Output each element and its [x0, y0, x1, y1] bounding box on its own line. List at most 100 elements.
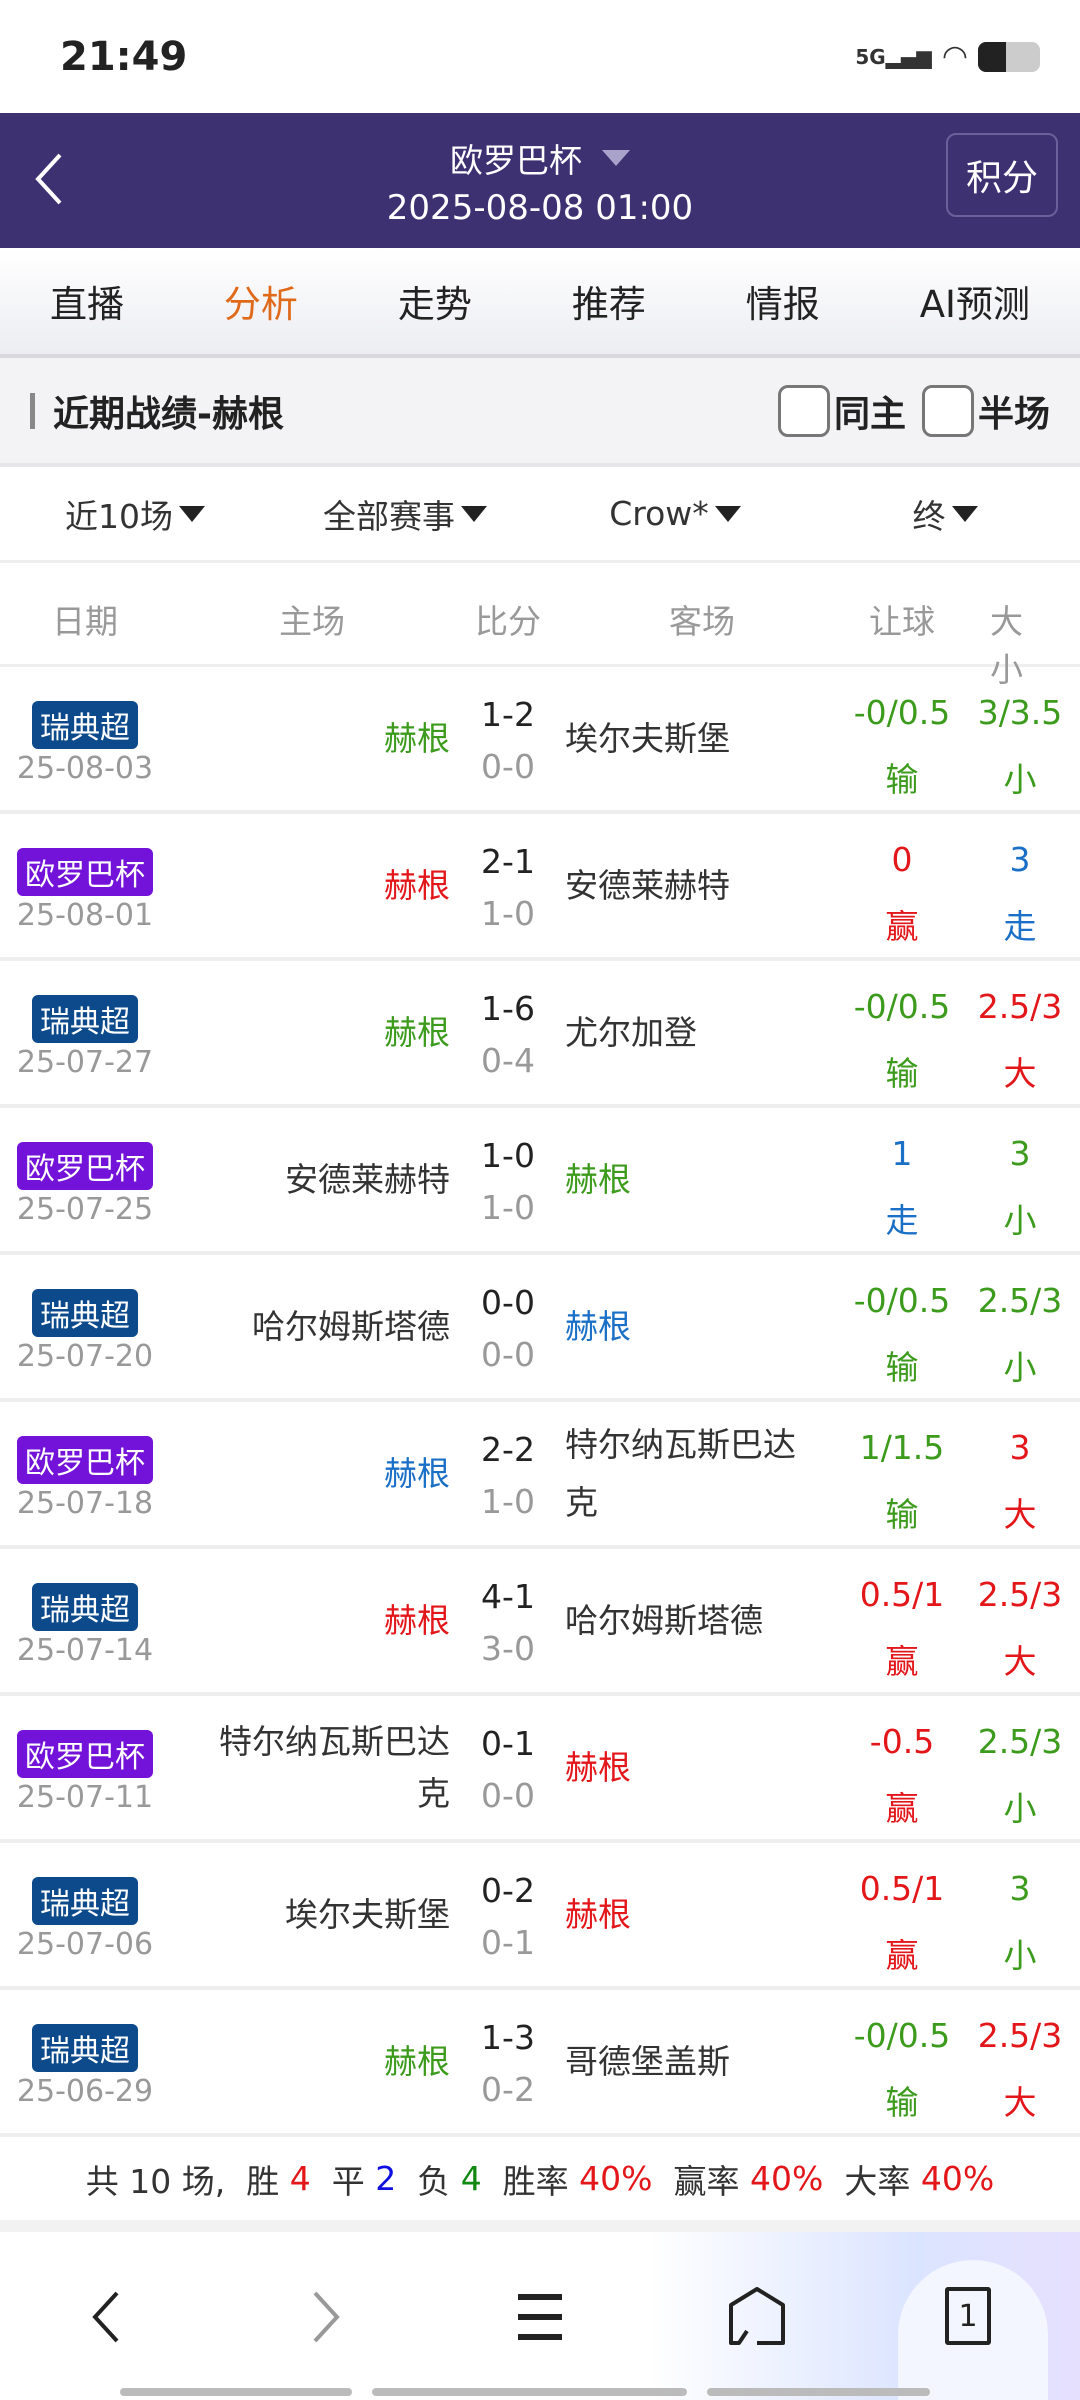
- filter-dropdown[interactable]: 近10场: [0, 490, 270, 538]
- table-row[interactable]: 瑞典超 25-07-27 赫根 1-6 0-4 尤尔加登 -0/0.5 输 2.5/3 大: [0, 961, 1080, 1108]
- away-team[interactable]: 哈尔姆斯塔德: [565, 1600, 763, 1640]
- handicap-line: -0/0.5: [853, 2016, 951, 2055]
- summary-text: 大率: [823, 2161, 921, 2201]
- filter-label: 终: [912, 496, 946, 536]
- scroll-indicator: [120, 2388, 352, 2396]
- league-badge: 瑞典超: [32, 1289, 138, 1337]
- match-date: 25-07-20: [16, 1339, 154, 1374]
- dropdown-icon: [602, 149, 630, 166]
- away-team[interactable]: 特尔纳瓦斯巴达克: [565, 1424, 796, 1522]
- away-team[interactable]: 哥德堡盖斯: [565, 2041, 730, 2081]
- table-row[interactable]: 欧罗巴杯 25-07-11 特尔纳瓦斯巴达克 0-1 0-0 赫根 -0.5 赢 2.5/3 小: [0, 1696, 1080, 1843]
- half-time-checkbox[interactable]: 半场: [921, 384, 1050, 437]
- tab-bar: 直播 分析 走势 推荐 情报 AI预测: [0, 248, 1080, 358]
- ou-line: 3: [1009, 1869, 1031, 1908]
- scroll-indicator: [372, 2388, 687, 2396]
- home-team[interactable]: 赫根: [384, 2041, 450, 2081]
- home-team[interactable]: 赫根: [384, 1600, 450, 1640]
- match-date: 25-06-29: [16, 2074, 154, 2109]
- home-team[interactable]: 赫根: [384, 1012, 450, 1052]
- home-team[interactable]: 赫根: [384, 865, 450, 905]
- back-icon[interactable]: [30, 151, 70, 207]
- league-selector[interactable]: 欧罗巴杯: [450, 134, 630, 182]
- ou-result: 小: [1003, 1201, 1037, 1240]
- summary-text: 胜率: [481, 2161, 580, 2201]
- handicap-result: 赢: [885, 1642, 919, 1681]
- table-row[interactable]: 欧罗巴杯 25-08-01 赫根 2-1 1-0 安德莱赫特 0 赢 3 走: [0, 814, 1080, 961]
- summary-text: 共 10 场,: [85, 2161, 247, 2201]
- away-team[interactable]: 赫根: [565, 1894, 631, 1934]
- table-row[interactable]: 欧罗巴杯 25-07-18 赫根 2-2 1-0 特尔纳瓦斯巴达克 1/1.5 输 3 大: [0, 1402, 1080, 1549]
- home-team[interactable]: 特尔纳瓦斯巴达克: [219, 1721, 450, 1813]
- away-team[interactable]: 安德莱赫特: [565, 865, 730, 905]
- table-header: 日期 主场 比分 客场 让球 大小: [0, 563, 1080, 689]
- table-row[interactable]: 欧罗巴杯 25-07-25 安德莱赫特 1-0 1-0 赫根 1 走 3 小: [0, 1108, 1080, 1255]
- away-team[interactable]: 赫根: [565, 1747, 631, 1787]
- summary-text: 40%: [920, 2159, 995, 2198]
- handicap-line: -0/0.5: [853, 693, 951, 732]
- menu-icon[interactable]: [510, 2287, 570, 2347]
- tab-2[interactable]: 走势: [397, 283, 472, 326]
- back-icon[interactable]: [75, 2287, 135, 2347]
- half-time-score: 0-0: [481, 1776, 535, 1815]
- table-row[interactable]: 瑞典超 25-08-03 赫根 1-2 0-0 埃尔夫斯堡 -0/0.5 输 3/3.5 小: [0, 667, 1080, 814]
- half-time-score: 0-1: [481, 1923, 535, 1962]
- filter-dropdown[interactable]: 终: [810, 490, 1080, 538]
- handicap-line: 0: [891, 840, 913, 879]
- tabs-icon[interactable]: 1: [945, 2287, 991, 2345]
- section-title: 近期战绩-赫根: [53, 393, 284, 435]
- handicap-line: 1: [891, 1134, 913, 1173]
- tab-3[interactable]: 推荐: [571, 283, 646, 326]
- away-team[interactable]: 赫根: [565, 1306, 631, 1346]
- points-button[interactable]: 积分: [946, 133, 1058, 217]
- table-row[interactable]: 瑞典超 25-07-14 赫根 4-1 3-0 哈尔姆斯塔德 0.5/1 赢 2.5/3 大: [0, 1549, 1080, 1696]
- signal-icon: 5G▂▄▆: [855, 44, 932, 69]
- summary-bar: 共 10 场, 胜 4 平 2 负 4 胜率 40% 赢率 40% 大率 40%: [0, 2137, 1080, 2234]
- wifi-icon: ◠: [941, 39, 968, 74]
- forward-icon[interactable]: [295, 2287, 355, 2347]
- same-home-checkbox[interactable]: 同主: [777, 384, 906, 437]
- ou-line: 3: [1009, 840, 1031, 879]
- home-team[interactable]: 赫根: [384, 718, 450, 758]
- table-row[interactable]: 瑞典超 25-07-20 哈尔姆斯塔德 0-0 0-0 赫根 -0/0.5 输 2.5/3 小: [0, 1255, 1080, 1402]
- league-badge: 欧罗巴杯: [17, 1142, 153, 1190]
- home-team[interactable]: 哈尔姆斯塔德: [252, 1306, 450, 1346]
- checkbox-icon: [777, 384, 830, 437]
- ou-result: 大: [1003, 1054, 1037, 1093]
- table-row[interactable]: 瑞典超 25-06-29 赫根 1-3 0-2 哥德堡盖斯 -0/0.5 输 2.5/3 大: [0, 1990, 1080, 2137]
- filter-label: Crow*: [609, 494, 709, 533]
- tab-4[interactable]: 情报: [745, 283, 820, 326]
- home-team[interactable]: 安德莱赫特: [285, 1159, 450, 1199]
- scroll-indicator: [707, 2388, 930, 2396]
- tab-1[interactable]: 分析: [223, 283, 298, 326]
- table-row[interactable]: 瑞典超 25-07-06 埃尔夫斯堡 0-2 0-1 赫根 0.5/1 赢 3 小: [0, 1843, 1080, 1990]
- browser-nav-bar: 1: [0, 2232, 1080, 2400]
- dropdown-icon: [461, 505, 487, 522]
- away-team[interactable]: 赫根: [565, 1159, 631, 1199]
- filter-dropdown[interactable]: Crow*: [540, 494, 810, 533]
- ou-line: 2.5/3: [977, 1575, 1063, 1614]
- home-team[interactable]: 埃尔夫斯堡: [285, 1894, 450, 1934]
- home-icon[interactable]: [725, 2287, 785, 2347]
- away-team[interactable]: 尤尔加登: [565, 1012, 697, 1052]
- ou-result: 小: [1003, 1936, 1037, 1975]
- ou-line: 3: [1009, 1428, 1031, 1467]
- handicap-result: 输: [885, 1495, 919, 1534]
- home-team[interactable]: 赫根: [384, 1453, 450, 1493]
- ou-line: 2.5/3: [977, 2016, 1063, 2055]
- full-time-score: 0-0: [481, 1283, 535, 1322]
- league-badge: 欧罗巴杯: [17, 1436, 153, 1484]
- away-team[interactable]: 埃尔夫斯堡: [565, 718, 730, 758]
- full-time-score: 1-0: [481, 1136, 535, 1175]
- handicap-line: 1/1.5: [859, 1428, 945, 1467]
- tab-5[interactable]: AI预测: [919, 283, 1030, 326]
- summary-text: 负: [396, 2161, 461, 2201]
- summary-text: 40%: [750, 2159, 824, 2198]
- tab-0[interactable]: 直播: [49, 283, 124, 326]
- summary-text: 赢率: [652, 2161, 751, 2201]
- league-badge: 欧罗巴杯: [17, 1730, 153, 1778]
- handicap-result: 输: [885, 760, 919, 799]
- handicap-result: 输: [885, 1054, 919, 1093]
- filter-dropdown[interactable]: 全部赛事: [270, 490, 540, 538]
- match-list: 瑞典超 25-08-03 赫根 1-2 0-0 埃尔夫斯堡 -0/0.5 输 3/3.5 小欧罗巴…: [0, 667, 1080, 2137]
